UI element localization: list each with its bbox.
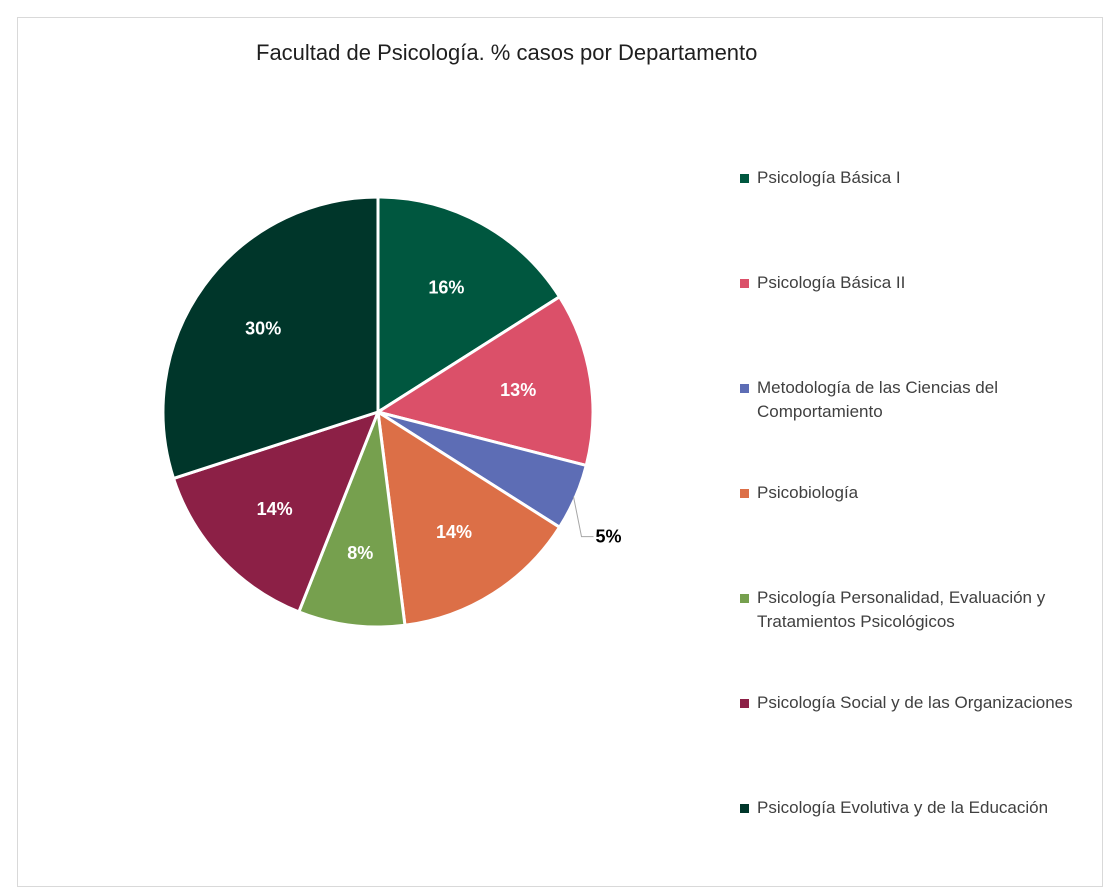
pie-slice [374, 294, 595, 468]
legend-label: Psicología Evolutiva y de la Educación [757, 798, 1049, 817]
legend-swatch [740, 384, 749, 393]
chart-title: Facultad de Psicología. % casos por Depa… [256, 40, 758, 65]
slice-data-label: 13% [500, 380, 536, 400]
legend-item: Psicobiología [740, 481, 1102, 505]
pie-slice [376, 409, 562, 627]
slice-data-label: 14% [257, 499, 293, 519]
legend-item: Psicología Evolutiva y de la Educación [740, 796, 1102, 820]
slice-data-label: 30% [245, 319, 281, 339]
legend-swatch [740, 489, 749, 498]
legend-swatch [740, 279, 749, 288]
legend-label: Psicología Personalidad, Evaluación y Tr… [757, 588, 1046, 631]
legend-label: Psicología Básica I [757, 168, 901, 187]
slice-data-label: 14% [436, 522, 472, 542]
legend-label: Psicología Social y de las Organizacione… [757, 693, 1073, 712]
legend-item: Metodología de las Ciencias del Comporta… [740, 376, 1102, 424]
slice-data-label: 8% [347, 543, 373, 563]
slice-data-label: 5% [596, 527, 622, 547]
slice-data-label: 16% [428, 278, 464, 298]
legend-label: Psicología Básica II [757, 273, 906, 292]
legend-swatch [740, 699, 749, 708]
legend-swatch [740, 174, 749, 183]
legend-label: Psicobiología [757, 483, 859, 502]
legend-item: Psicología Personalidad, Evaluación y Tr… [740, 586, 1102, 634]
legend-item: Psicología Básica II [740, 271, 1102, 295]
legend-swatch [740, 594, 749, 603]
leader-line [573, 496, 594, 538]
legend-swatch [740, 804, 749, 813]
legend-item: Psicología Básica I [740, 166, 1102, 190]
legend-label: Metodología de las Ciencias del Comporta… [757, 378, 998, 421]
pie-slice [161, 195, 380, 481]
pie-slice [296, 411, 407, 629]
pie-slice [376, 195, 562, 415]
legend-item: Psicología Social y de las Organizacione… [740, 691, 1102, 715]
